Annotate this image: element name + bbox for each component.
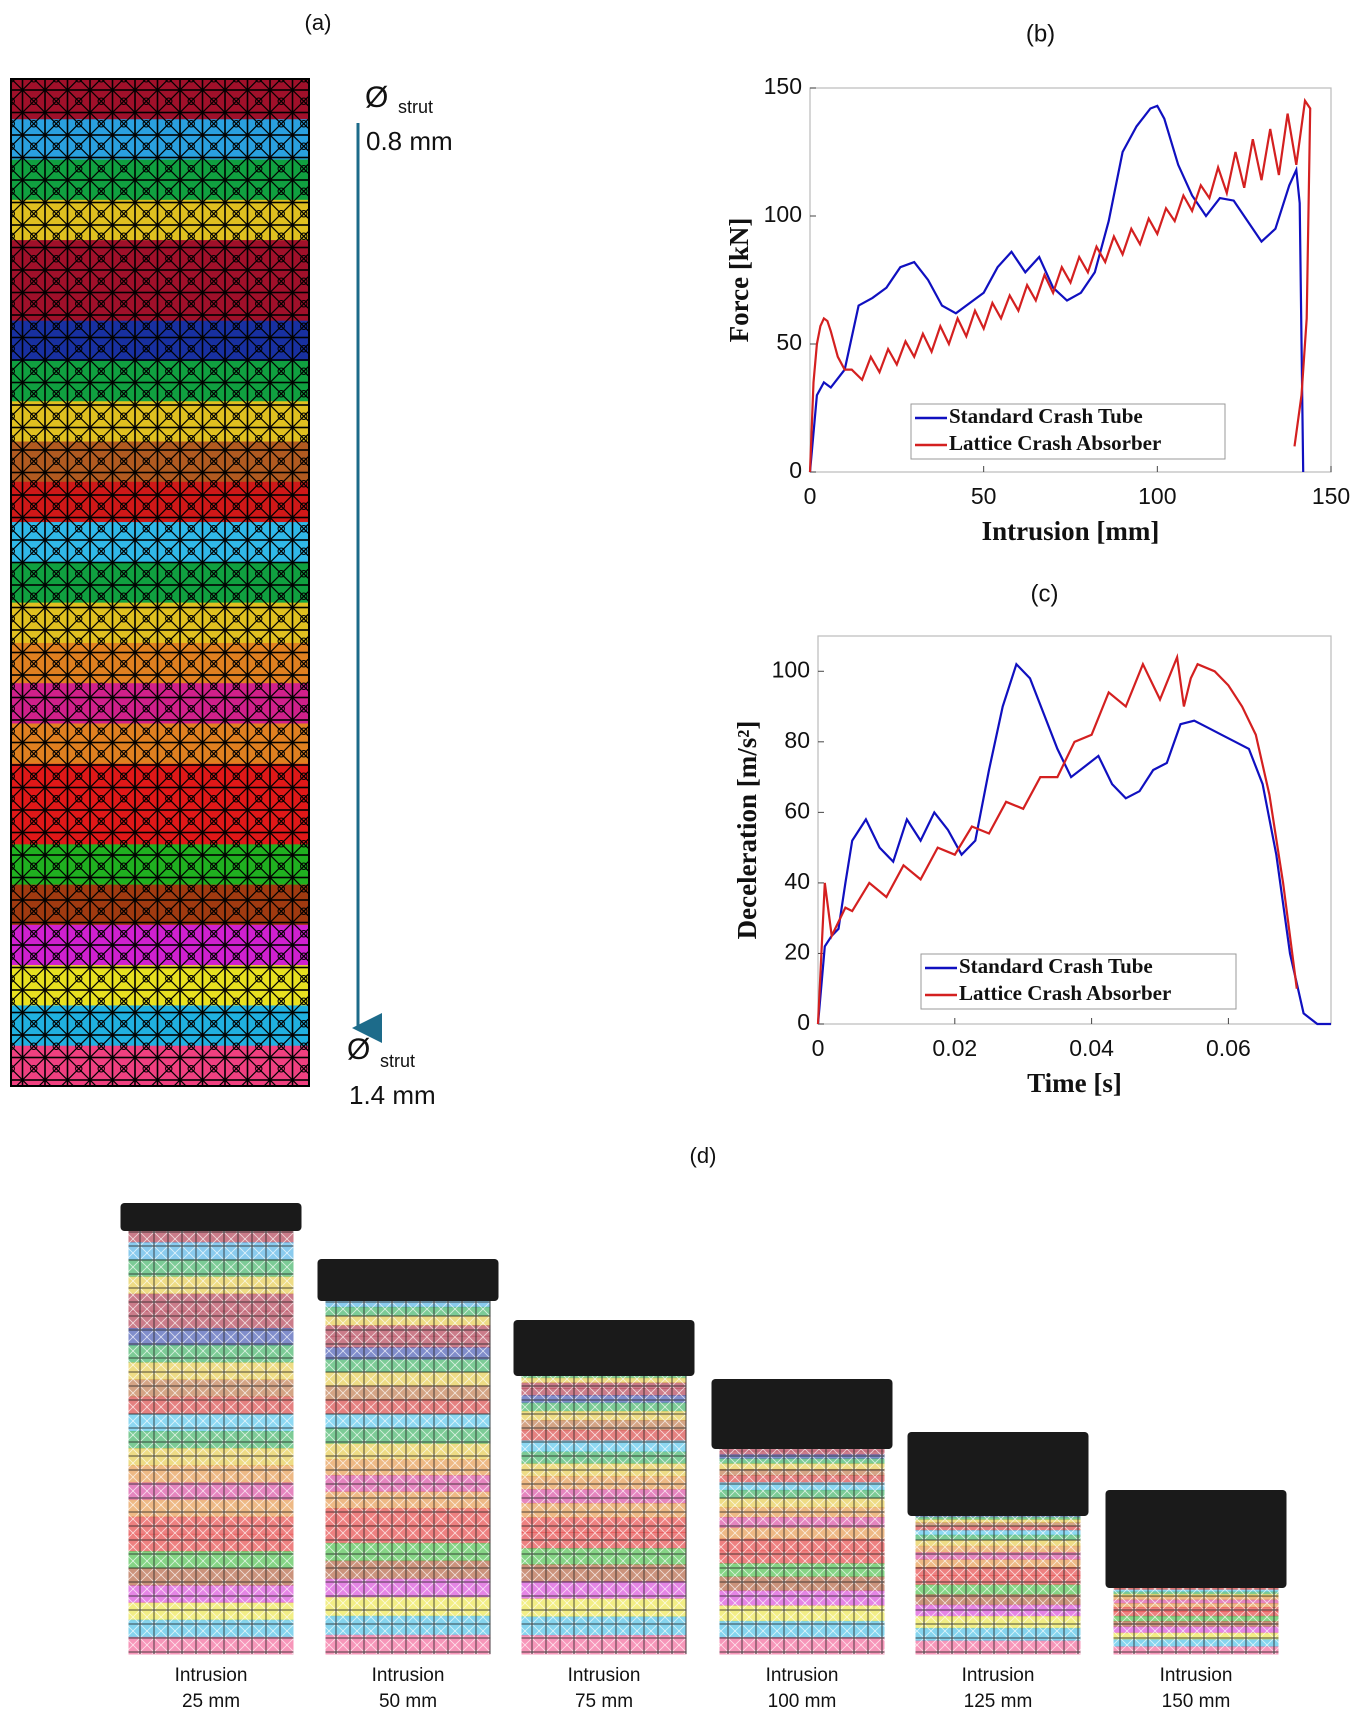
x-tick-label: 0.02 — [932, 1035, 977, 1061]
stages: Intrusion 25 mm Intrusion 50 mm Intrusion 75 … — [120, 1203, 1287, 1709]
strut-subscript: strut — [380, 1051, 415, 1071]
lattice-pattern — [10, 78, 310, 1087]
stage-crushed — [317, 1259, 499, 1301]
legend-label: Lattice Crash Absorber — [959, 981, 1171, 1005]
legend-label: Standard Crash Tube — [949, 404, 1143, 428]
panel-label: (d) — [690, 1143, 717, 1168]
chart-title: (c) — [1031, 580, 1059, 607]
stage-crushed — [907, 1432, 1089, 1516]
series-line — [808, 97, 1312, 473]
stage-value: 150 mm — [1162, 1691, 1231, 1709]
strut-symbol: Ø — [365, 81, 388, 114]
strut-subscript: strut — [398, 97, 433, 117]
stage-crushed — [711, 1379, 893, 1449]
stage-value: 75 mm — [575, 1691, 633, 1709]
y-tick-label: 20 — [784, 939, 810, 965]
y-tick-label: 80 — [784, 727, 810, 753]
stage-crushed — [1105, 1490, 1287, 1588]
stage-crushed — [513, 1320, 695, 1376]
y-tick-label: 0 — [797, 1009, 810, 1035]
x-tick-label: 0.04 — [1069, 1035, 1114, 1061]
y-tick-label: 0 — [789, 457, 802, 483]
stage-label: Intrusion — [175, 1665, 248, 1686]
y-tick-label: 60 — [784, 797, 810, 823]
series-line — [816, 662, 1331, 1026]
stage-pattern — [915, 1510, 1081, 1654]
y-tick-label: 40 — [784, 868, 810, 894]
legend-box — [910, 403, 1226, 460]
stage-pattern — [521, 1370, 687, 1654]
stage-crushed — [120, 1203, 302, 1231]
y-axis-label: Force [kN] — [724, 218, 754, 343]
stage-pattern — [128, 1225, 294, 1654]
x-tick-label: 50 — [971, 483, 997, 509]
series-line — [808, 104, 1305, 473]
x-tick-label: 150 — [1312, 483, 1350, 509]
x-tick-label: 100 — [1138, 483, 1176, 509]
panel-label: (a) — [305, 10, 332, 35]
series-line — [816, 652, 1298, 1025]
stage-value: 125 mm — [964, 1691, 1033, 1709]
stage-pattern — [719, 1443, 885, 1654]
strut-top-value: 0.8 mm — [366, 126, 453, 156]
stage-label: Intrusion — [766, 1665, 839, 1686]
y-axis-label: Deceleration [m/s²] — [732, 721, 762, 940]
y-tick-label: 100 — [772, 656, 810, 682]
legend-label: Standard Crash Tube — [959, 954, 1153, 978]
stage-value: 50 mm — [379, 1691, 437, 1709]
stage-value: 100 mm — [768, 1691, 837, 1709]
x-tick-label: 0.06 — [1206, 1035, 1251, 1061]
x-axis-label: Time [s] — [1027, 1068, 1122, 1098]
stage-pattern — [325, 1295, 491, 1654]
chart-title: (b) — [1026, 20, 1055, 47]
strut-bottom-value: 1.4 mm — [349, 1080, 436, 1110]
stage-label: Intrusion — [1160, 1665, 1233, 1686]
stage-label: Intrusion — [962, 1665, 1035, 1686]
legend-box — [920, 953, 1237, 1010]
y-tick-label: 150 — [764, 73, 802, 99]
stage-value: 25 mm — [182, 1691, 240, 1709]
stage-label: Intrusion — [568, 1665, 641, 1686]
y-tick-label: 50 — [776, 329, 802, 355]
x-axis-label: Intrusion [mm] — [982, 516, 1160, 546]
lattice-column — [10, 78, 310, 1087]
legend-label: Lattice Crash Absorber — [949, 431, 1161, 455]
strut-symbol: Ø — [347, 1033, 370, 1066]
y-tick-label: 100 — [764, 201, 802, 227]
x-tick-label: 0 — [812, 1035, 825, 1061]
x-tick-label: 0 — [804, 483, 817, 509]
stage-pattern — [1113, 1582, 1279, 1654]
stage-label: Intrusion — [372, 1665, 445, 1686]
